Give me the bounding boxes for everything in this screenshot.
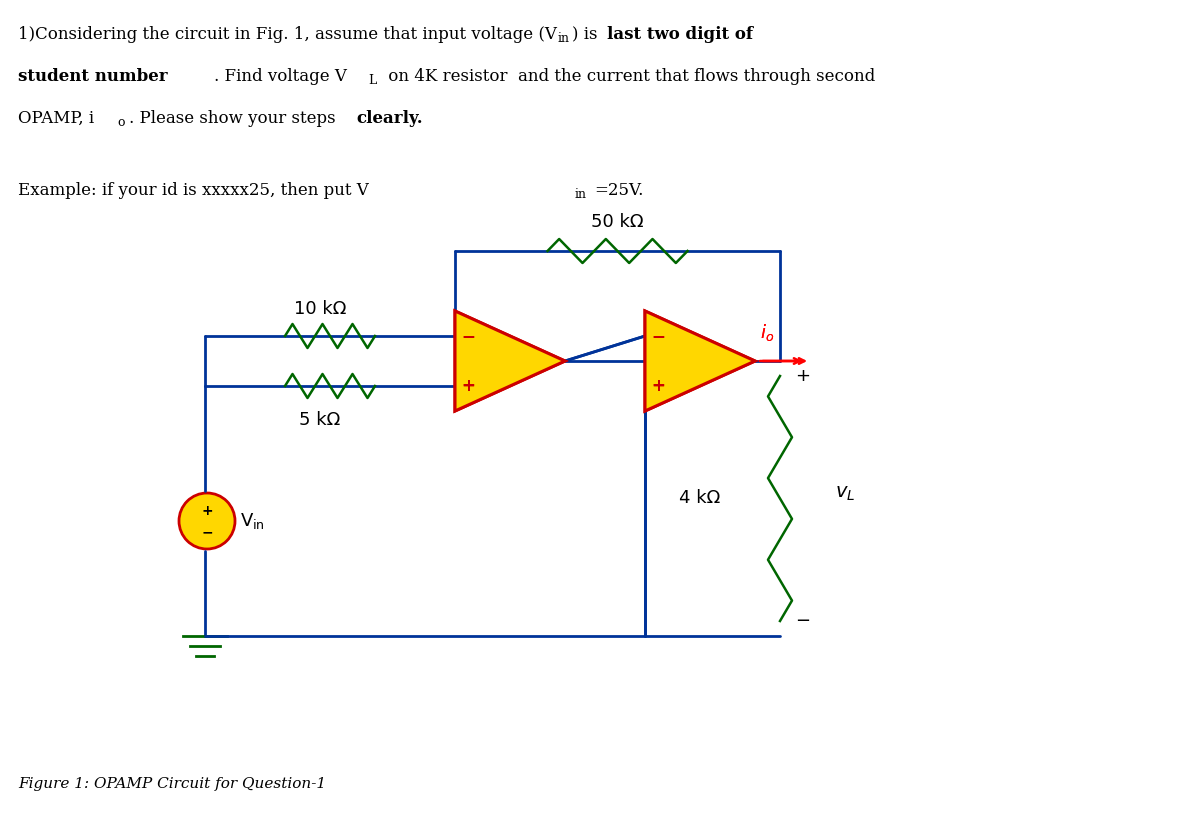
Text: Figure 1: OPAMP Circuit for Question-1: Figure 1: OPAMP Circuit for Question-1 [18, 777, 326, 791]
Text: last two digit of: last two digit of [607, 26, 753, 43]
Text: −: − [461, 327, 475, 345]
Text: Example: if your id is xxxxx25, then put V: Example: if your id is xxxxx25, then put… [18, 182, 369, 199]
Text: $i_o$: $i_o$ [761, 323, 774, 344]
Text: 1)Considering the circuit in Fig. 1, assume that input voltage (V: 1)Considering the circuit in Fig. 1, ass… [18, 26, 556, 43]
Text: ) is: ) is [572, 26, 603, 43]
Text: OPAMP, i: OPAMP, i [18, 110, 94, 127]
Polygon shape [645, 311, 755, 411]
Text: clearly.: clearly. [356, 110, 423, 127]
Text: +: + [651, 377, 665, 395]
Text: −: − [651, 327, 665, 345]
Text: −: − [461, 327, 475, 345]
Polygon shape [455, 311, 565, 411]
Text: =25V.: =25V. [593, 182, 644, 199]
Text: +: + [461, 377, 475, 395]
Text: o: o [117, 116, 124, 129]
Text: 10 kΩ: 10 kΩ [294, 300, 346, 318]
Text: +: + [651, 377, 665, 395]
Text: L: L [368, 74, 376, 87]
Text: in: in [558, 32, 570, 45]
Text: +: + [795, 367, 810, 385]
Text: 4 kΩ: 4 kΩ [678, 490, 720, 507]
Text: +: + [201, 504, 213, 518]
Text: on 4K resistor  and the current that flows through second: on 4K resistor and the current that flow… [383, 68, 875, 85]
Polygon shape [455, 311, 565, 411]
Circle shape [179, 493, 235, 549]
Text: $i_o$: $i_o$ [761, 323, 774, 344]
Text: 5 kΩ: 5 kΩ [300, 411, 340, 429]
Text: −: − [795, 612, 810, 630]
Text: $\mathregular{V_{in}}$: $\mathregular{V_{in}}$ [240, 511, 265, 531]
Text: in: in [576, 188, 587, 201]
Text: $v_L$: $v_L$ [835, 484, 855, 503]
Text: 50 kΩ: 50 kΩ [591, 213, 644, 231]
Text: student number: student number [18, 68, 167, 85]
Polygon shape [645, 311, 755, 411]
Text: −: − [201, 525, 213, 539]
Text: +: + [461, 377, 475, 395]
Text: . Find voltage V: . Find voltage V [214, 68, 347, 85]
Text: −: − [651, 327, 665, 345]
Text: . Please show your steps: . Please show your steps [129, 110, 340, 127]
